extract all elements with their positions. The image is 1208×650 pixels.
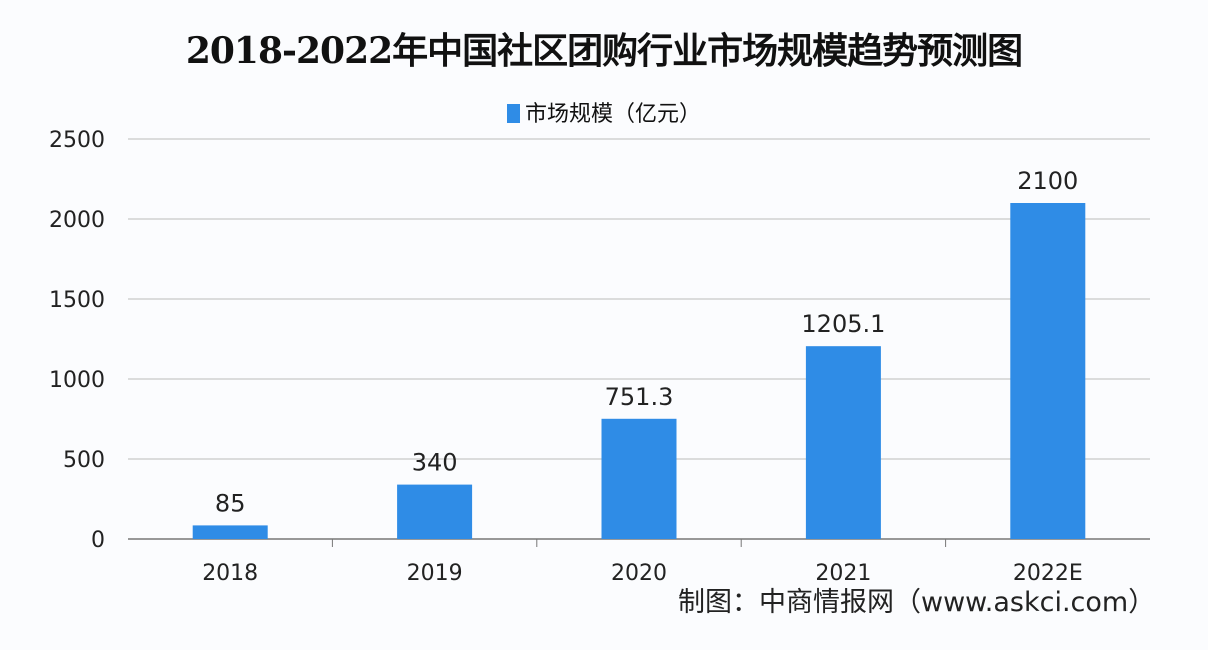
x-tick-label: 2021 — [815, 561, 871, 586]
legend-label: 市场规模（亿元） — [524, 102, 701, 127]
data-label: 1205.1 — [801, 310, 885, 338]
bar — [601, 418, 677, 539]
x-tick-label: 2018 — [202, 561, 258, 586]
source-note: 制图：中商情报网（www.askci.com） — [678, 587, 1156, 618]
data-label: 2100 — [1017, 167, 1078, 195]
x-tick-label: 2022E — [1013, 561, 1083, 586]
y-tick-label: 2500 — [49, 128, 105, 153]
x-tick-label: 2019 — [407, 561, 463, 586]
data-label: 340 — [412, 449, 458, 477]
bar — [192, 525, 268, 539]
x-tick-label: 2020 — [611, 561, 667, 586]
bar — [397, 484, 473, 539]
bar — [805, 346, 881, 539]
y-tick-label: 2000 — [49, 208, 105, 233]
chart-title: 2018-2022年中国社区团购行业市场规模趋势预测图 — [185, 30, 1023, 72]
bar — [1010, 203, 1086, 539]
data-label: 751.3 — [605, 383, 674, 411]
data-label: 85 — [215, 489, 246, 517]
legend: 市场规模（亿元） — [0, 96, 1208, 128]
y-tick-label: 1000 — [49, 368, 105, 393]
y-tick-label: 1500 — [49, 288, 105, 313]
legend-swatch — [506, 104, 520, 123]
y-tick-label: 500 — [63, 448, 105, 473]
y-tick-label: 0 — [91, 528, 105, 553]
